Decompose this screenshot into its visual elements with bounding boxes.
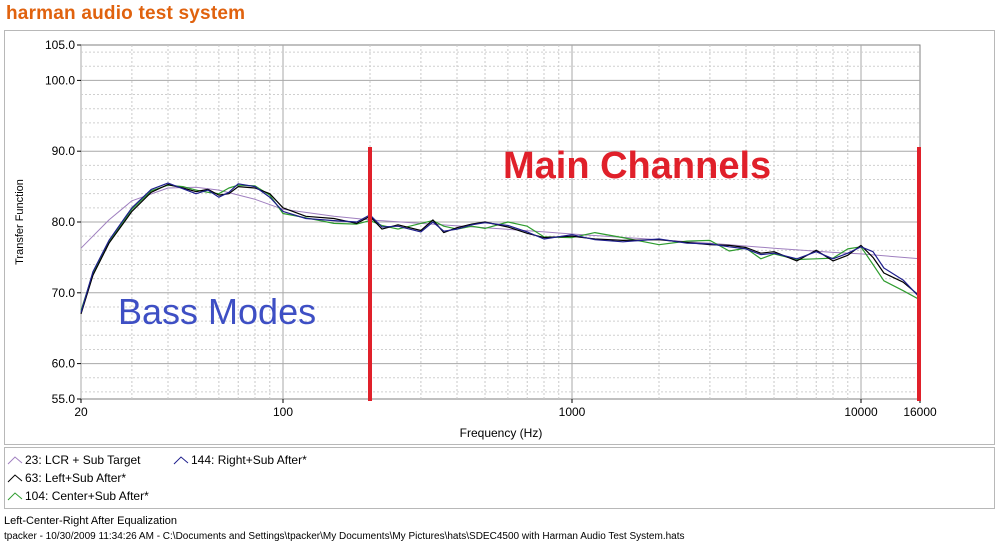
legend-label: 63: Left+Sub After*: [25, 471, 127, 485]
y-tick-label: 60.0: [52, 357, 76, 371]
y-tick-label: 100.0: [45, 73, 75, 87]
y-tick-label: 70.0: [52, 286, 76, 300]
series-line-0: [80, 186, 921, 260]
legend-swatch-left-sub: [7, 474, 23, 483]
annotation-main-channels: Main Channels: [503, 145, 771, 187]
y-tick-label: 90.0: [52, 144, 76, 158]
app-title: harman audio test system: [6, 3, 246, 24]
y-axis-label: Transfer Function: [14, 179, 26, 265]
x-tick-label: 1000: [559, 405, 586, 419]
frequency-response-chart: 55.0 60.0 70.0 80.0 90.0 100.0 105.0 20 100 1000 1…: [14, 38, 937, 440]
x-tick-label: 16000: [903, 405, 937, 419]
x-tick-label: 20: [74, 405, 88, 419]
y-tick-label: 55.0: [52, 392, 76, 406]
legend-label: 23: LCR + Sub Target: [25, 453, 141, 467]
series-line-1: [80, 183, 921, 315]
legend-label: 104: Center+Sub After*: [25, 489, 149, 503]
x-axis-label: Frequency (Hz): [460, 426, 543, 440]
y-tick-label: 105.0: [45, 38, 75, 52]
chart-panel: 55.0 60.0 70.0 80.0 90.0 100.0 105.0 20 100 1000 1…: [4, 30, 995, 445]
annotation-bass-modes: Bass Modes: [118, 291, 316, 332]
x-tick-label: 10000: [844, 405, 878, 419]
x-tick-label: 100: [273, 405, 293, 419]
legend-swatch-target: [7, 456, 23, 465]
legend-swatch-right-sub: [173, 456, 189, 465]
legend: 23: LCR + Sub Target 144: Right+Sub Afte…: [4, 447, 995, 509]
file-info-footer: tpacker - 10/30/2009 11:34:26 AM - C:\Do…: [4, 531, 685, 542]
legend-swatch-center-sub: [7, 492, 23, 501]
y-tick-label: 80.0: [52, 215, 76, 229]
series-line-2: [80, 182, 921, 313]
chart-caption: Left-Center-Right After Equalization: [4, 515, 178, 527]
legend-label: 144: Right+Sub After*: [191, 453, 307, 467]
